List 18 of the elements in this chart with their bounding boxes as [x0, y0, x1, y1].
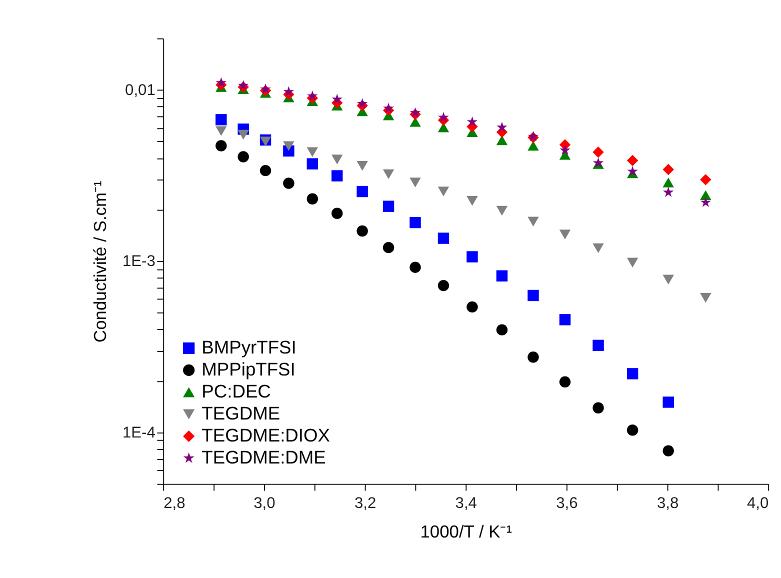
- y-tick-label: 1E-3: [122, 253, 156, 270]
- x-tick-label: 3,0: [254, 495, 276, 512]
- x-tick-label: 3,6: [556, 495, 578, 512]
- y-tick-label: 1E-4: [122, 424, 156, 442]
- x-tick-label: 3,2: [354, 495, 376, 512]
- legend-label: TEGDME: [202, 402, 280, 424]
- legend-label: MPPipTFSI: [202, 358, 296, 380]
- y-tick-label: 0,01: [125, 82, 156, 99]
- legend-label: BMPyrTFSI: [202, 336, 296, 358]
- legend-label: TEGDME:DIOX: [202, 424, 330, 446]
- legend-label: PC:DEC: [202, 380, 271, 402]
- x-tick-label: 4,0: [746, 495, 769, 512]
- x-tick-label: 3,8: [656, 495, 679, 512]
- y-axis-title: Conductivité / S.cm⁻¹: [90, 180, 110, 342]
- x-tick-label: 2,8: [164, 495, 186, 512]
- x-tick-label: 3,4: [455, 495, 478, 512]
- x-axis-title: 1000/T / K⁻¹: [420, 522, 512, 542]
- legend-label: TEGDME:DME: [202, 446, 326, 468]
